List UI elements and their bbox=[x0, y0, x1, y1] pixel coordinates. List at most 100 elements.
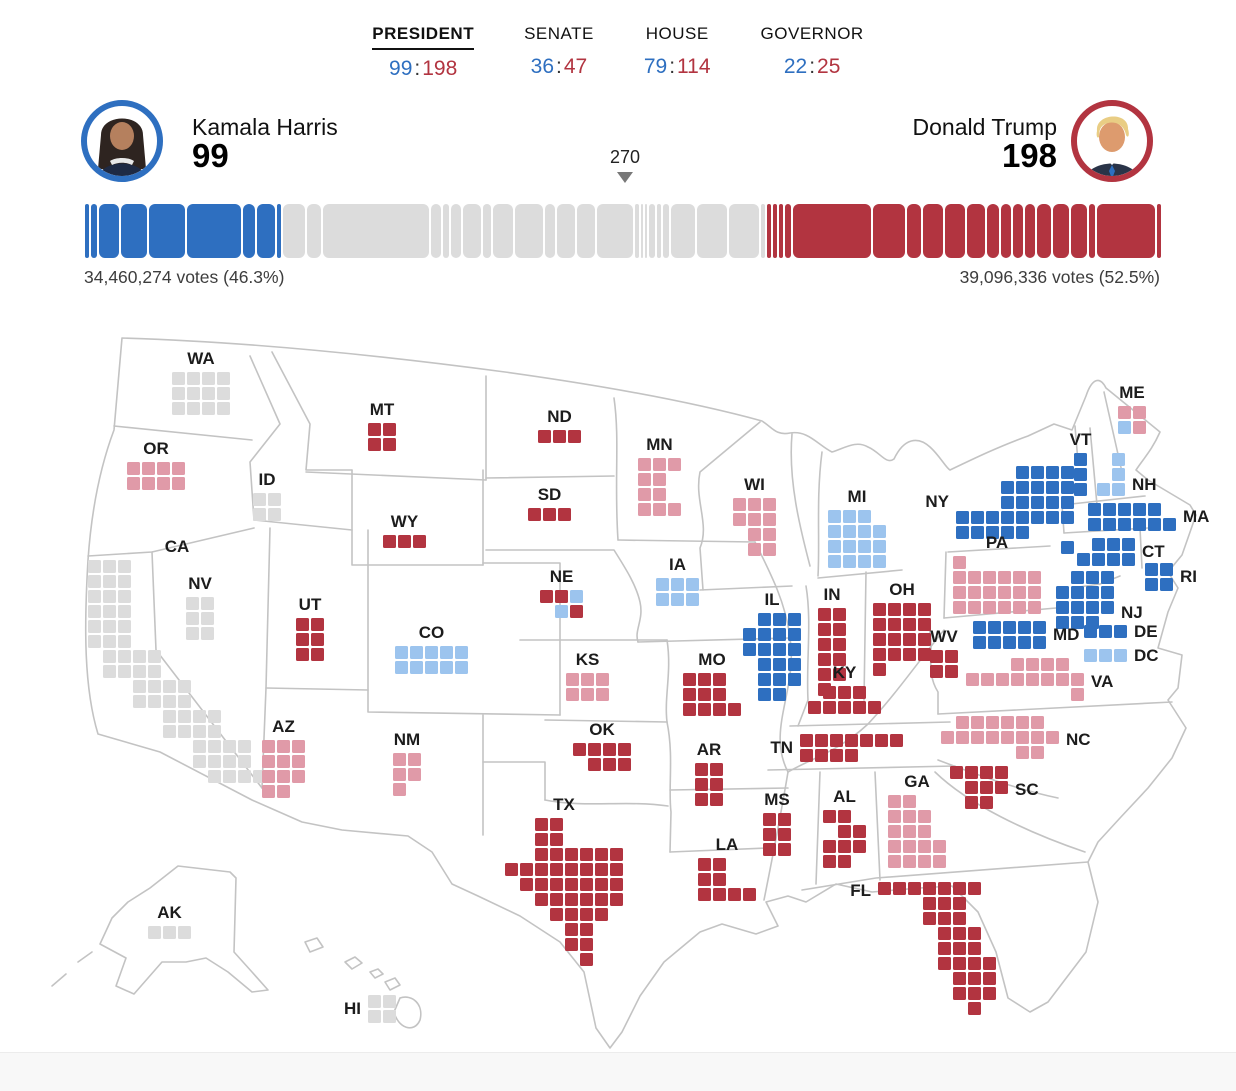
state-ga[interactable]: GA bbox=[888, 772, 946, 868]
bar-segment-gray[interactable] bbox=[641, 204, 643, 258]
bar-segment-red[interactable] bbox=[907, 204, 921, 258]
bar-segment-red[interactable] bbox=[873, 204, 905, 258]
state-hi[interactable]: HI bbox=[344, 995, 396, 1023]
state-nc[interactable]: NC bbox=[941, 716, 1091, 759]
bar-segment-gray[interactable] bbox=[307, 204, 321, 258]
bar-segment-blue[interactable] bbox=[257, 204, 275, 258]
bar-segment-blue[interactable] bbox=[91, 204, 97, 258]
state-wv[interactable]: WV bbox=[930, 627, 958, 678]
state-ri[interactable]: RI bbox=[1145, 563, 1197, 591]
bar-segment-gray[interactable] bbox=[431, 204, 441, 258]
state-ia[interactable]: IA bbox=[656, 555, 699, 606]
state-vt[interactable]: VT bbox=[1070, 430, 1091, 496]
tab-governor[interactable]: GOVERNOR 22:25 bbox=[761, 24, 864, 81]
state-wi[interactable]: WI bbox=[733, 475, 776, 556]
state-wa[interactable]: WA bbox=[172, 349, 230, 415]
state-ma[interactable]: MA bbox=[1088, 503, 1209, 531]
bar-segment-gray[interactable] bbox=[483, 204, 491, 258]
state-oh[interactable]: OH bbox=[873, 580, 931, 676]
state-ar[interactable]: AR bbox=[695, 740, 723, 806]
state-md[interactable]: MD bbox=[973, 621, 1079, 649]
state-mi[interactable]: MI bbox=[828, 487, 886, 568]
state-dc[interactable]: DC bbox=[1084, 646, 1159, 665]
state-il[interactable]: IL bbox=[743, 590, 801, 701]
bar-segment-blue[interactable] bbox=[277, 204, 281, 258]
bar-segment-gray[interactable] bbox=[545, 204, 555, 258]
state-co[interactable]: CO bbox=[395, 623, 468, 674]
state-ky[interactable]: KY bbox=[808, 663, 881, 714]
state-ct[interactable]: CT bbox=[1077, 538, 1165, 566]
bar-segment-gray[interactable] bbox=[657, 204, 661, 258]
bar-segment-gray[interactable] bbox=[283, 204, 305, 258]
bar-segment-red[interactable] bbox=[1089, 204, 1095, 258]
bar-segment-blue[interactable] bbox=[149, 204, 185, 258]
tab-house[interactable]: HOUSE 79:114 bbox=[644, 24, 711, 81]
state-nd[interactable]: ND bbox=[538, 407, 581, 443]
bar-segment-red[interactable] bbox=[1071, 204, 1087, 258]
bar-segment-red[interactable] bbox=[1053, 204, 1069, 258]
bar-segment-red[interactable] bbox=[1001, 204, 1011, 258]
bar-segment-red[interactable] bbox=[779, 204, 783, 258]
state-fl[interactable]: FL bbox=[850, 881, 996, 1015]
bar-segment-gray[interactable] bbox=[515, 204, 543, 258]
bar-segment-red[interactable] bbox=[987, 204, 999, 258]
state-or[interactable]: OR bbox=[127, 439, 185, 490]
bar-segment-red[interactable] bbox=[1013, 204, 1023, 258]
bar-segment-gray[interactable] bbox=[761, 204, 765, 258]
state-nm[interactable]: NM bbox=[393, 730, 421, 796]
state-az[interactable]: AZ bbox=[262, 717, 305, 798]
state-mo[interactable]: MO bbox=[683, 650, 741, 716]
state-al[interactable]: AL bbox=[823, 787, 866, 868]
state-id[interactable]: ID bbox=[253, 470, 281, 521]
bar-segment-gray[interactable] bbox=[463, 204, 481, 258]
state-mt[interactable]: MT bbox=[368, 400, 396, 451]
bar-segment-gray[interactable] bbox=[635, 204, 639, 258]
bar-segment-red[interactable] bbox=[967, 204, 985, 258]
state-tn[interactable]: TN bbox=[770, 734, 903, 762]
state-ok[interactable]: OK bbox=[573, 720, 631, 771]
state-de[interactable]: DE bbox=[1084, 622, 1158, 641]
bar-segment-gray[interactable] bbox=[697, 204, 727, 258]
state-la[interactable]: LA bbox=[698, 835, 756, 901]
bar-segment-gray[interactable] bbox=[443, 204, 449, 258]
bar-segment-gray[interactable] bbox=[577, 204, 595, 258]
bar-segment-gray[interactable] bbox=[671, 204, 695, 258]
bar-segment-gray[interactable] bbox=[663, 204, 669, 258]
bar-segment-gray[interactable] bbox=[729, 204, 759, 258]
state-ne[interactable]: NE bbox=[540, 567, 583, 618]
bar-segment-gray[interactable] bbox=[451, 204, 461, 258]
bar-segment-gray[interactable] bbox=[557, 204, 575, 258]
state-ut[interactable]: UT bbox=[296, 595, 324, 661]
bar-segment-blue[interactable] bbox=[121, 204, 147, 258]
state-ks[interactable]: KS bbox=[566, 650, 609, 701]
bar-segment-red[interactable] bbox=[773, 204, 777, 258]
state-ak[interactable]: AK bbox=[148, 903, 191, 939]
state-wy[interactable]: WY bbox=[383, 512, 426, 548]
state-ny[interactable]: NY bbox=[925, 466, 1074, 554]
bar-segment-red[interactable] bbox=[1025, 204, 1035, 258]
tab-president[interactable]: PRESIDENT 99:198 bbox=[372, 24, 475, 81]
bar-segment-gray[interactable] bbox=[649, 204, 655, 258]
bar-segment-red[interactable] bbox=[1037, 204, 1051, 258]
bar-segment-red[interactable] bbox=[923, 204, 943, 258]
bar-segment-red[interactable] bbox=[767, 204, 771, 258]
bar-segment-blue[interactable] bbox=[243, 204, 255, 258]
bar-segment-red[interactable] bbox=[1097, 204, 1155, 258]
bar-segment-gray[interactable] bbox=[323, 204, 429, 258]
state-nj[interactable]: NJ bbox=[1056, 571, 1143, 629]
state-nv[interactable]: NV bbox=[186, 574, 214, 640]
state-tx[interactable]: TX bbox=[505, 795, 623, 966]
bar-segment-gray[interactable] bbox=[597, 204, 633, 258]
state-me[interactable]: ME bbox=[1118, 383, 1146, 434]
state-nh[interactable]: NH bbox=[1097, 453, 1157, 496]
bar-segment-blue[interactable] bbox=[99, 204, 119, 258]
state-mn[interactable]: MN bbox=[638, 435, 681, 516]
bar-segment-red[interactable] bbox=[793, 204, 871, 258]
bar-segment-blue[interactable] bbox=[85, 204, 89, 258]
bar-segment-red[interactable] bbox=[1157, 204, 1161, 258]
bar-segment-red[interactable] bbox=[785, 204, 791, 258]
state-pa[interactable]: PA bbox=[953, 533, 1041, 614]
bar-segment-blue[interactable] bbox=[187, 204, 241, 258]
state-sc[interactable]: SC bbox=[950, 766, 1039, 809]
state-sd[interactable]: SD bbox=[528, 485, 571, 521]
